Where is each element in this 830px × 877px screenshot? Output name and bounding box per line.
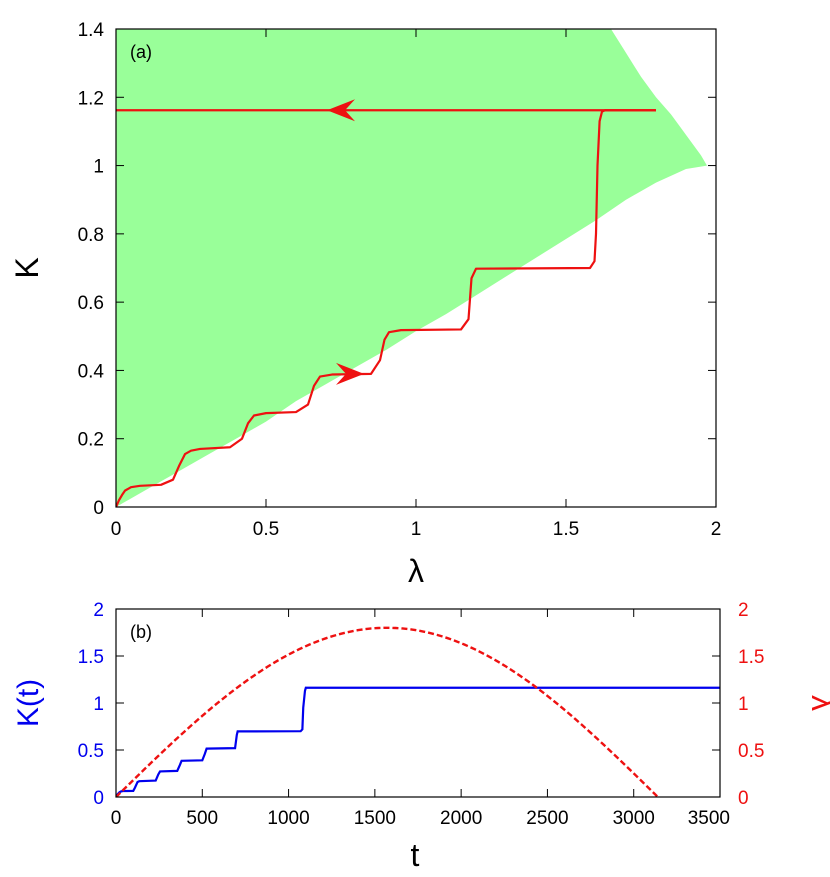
- x-tick-label-b: 3000: [613, 808, 655, 829]
- lambda-of-t-line: [116, 626, 659, 797]
- y-tick-label-b-right: 0: [738, 788, 749, 809]
- x-tick-label-b: 0: [111, 808, 122, 829]
- y-axis-label-b-right: λ: [805, 695, 830, 711]
- y-tick-label-a: 0.8: [78, 225, 104, 246]
- arrow-right-0: [336, 362, 364, 385]
- panel-label-b: (b): [130, 622, 152, 642]
- x-tick-label-b: 2500: [526, 808, 568, 829]
- y-tick-label-b-left: 0.5: [78, 741, 104, 762]
- y-tick-label-a: 0.2: [78, 430, 104, 451]
- arrow-left-1: [327, 99, 355, 122]
- y-tick-label-a: 0.6: [78, 293, 104, 314]
- x-tick-label-b: 500: [186, 808, 218, 829]
- y-tick-label-b-right: 2: [738, 600, 749, 621]
- x-axis-label-b: t: [411, 837, 420, 872]
- y-tick-label-b-right: 1.5: [738, 647, 764, 668]
- panel-a: 0 0.5 1 1.5 2 0 0.2 0.4 0.6 0.8 1 1.2 1.4 λ K (a): [9, 20, 721, 589]
- y-tick-label-b-left: 1: [93, 694, 104, 715]
- x-tick-label-b: 3500: [688, 808, 730, 829]
- y-tick-label-a: 1.4: [78, 20, 105, 41]
- y-tick-label-b-left: 2: [93, 600, 104, 621]
- x-tick-label-b: 1500: [354, 808, 396, 829]
- y-tick-label-a: 0.4: [78, 361, 105, 382]
- trajectory-line-0: [116, 109, 656, 507]
- x-tick-label-b: 2000: [440, 808, 482, 829]
- x-tick-label-a: 0: [111, 519, 122, 540]
- x-tick-label-a: 2: [711, 519, 722, 540]
- y-tick-label-a: 0: [93, 498, 104, 519]
- y-axis-label-b-left: K(t): [12, 679, 45, 727]
- x-tick-label-a: 1: [411, 519, 422, 540]
- y-tick-label-a: 1: [93, 157, 104, 178]
- x-tick-label-a: 1.5: [553, 519, 579, 540]
- y-tick-label-b-right: 1: [738, 694, 749, 715]
- x-tick-label-b: 1000: [267, 808, 309, 829]
- y-axis-label-a: K: [9, 257, 45, 278]
- stability-region: [116, 29, 707, 507]
- panel-b: 0 500 1000 1500 2000 2500 3000 3500 0 0.5 1 1.5 2 0 0.…: [12, 600, 830, 873]
- y-tick-label-b-left: 1.5: [78, 647, 104, 668]
- panel-label-a: (a): [130, 42, 152, 62]
- y-tick-label-a: 1.2: [78, 88, 104, 109]
- x-tick-label-a: 0.5: [253, 519, 279, 540]
- y-tick-label-b-left: 0: [93, 788, 104, 809]
- y-tick-label-b-right: 0.5: [738, 741, 764, 762]
- K-of-t-line: [116, 686, 720, 797]
- x-axis-label-a: λ: [408, 553, 424, 589]
